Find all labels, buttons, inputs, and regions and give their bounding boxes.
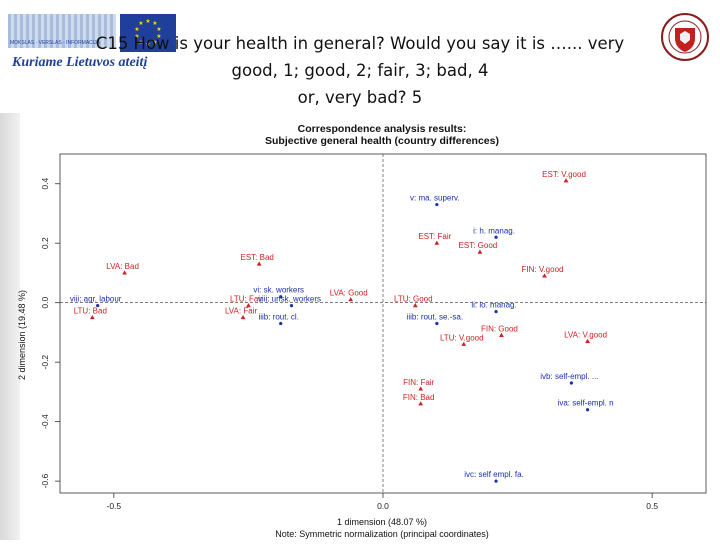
country-point-marker bbox=[89, 314, 95, 320]
y-tick-label: -0.2 bbox=[40, 355, 50, 370]
x-tick-label: 0.0 bbox=[377, 501, 389, 511]
point-label: LTU: Good bbox=[394, 295, 433, 304]
svg-text:★: ★ bbox=[152, 20, 157, 27]
point-label: LVA: Bad bbox=[106, 262, 139, 271]
country-point-marker bbox=[418, 401, 424, 406]
country-point-marker bbox=[563, 178, 569, 183]
point-label: iiib: rout. se.-sa. bbox=[407, 313, 463, 322]
correspondence-chart: Correspondence analysis results: Subject… bbox=[0, 113, 720, 540]
country-point-marker bbox=[542, 273, 547, 278]
occupation-point-marker bbox=[289, 304, 294, 308]
occupation-point-marker bbox=[279, 321, 283, 326]
country-point-marker bbox=[348, 297, 354, 302]
occupation-point-marker bbox=[96, 304, 100, 308]
svg-text:★: ★ bbox=[138, 39, 143, 46]
country-point-marker bbox=[499, 332, 504, 337]
point-label: FIN: Good bbox=[481, 324, 518, 333]
country-point-marker bbox=[256, 261, 262, 266]
image-edge-shadow bbox=[0, 113, 20, 540]
x-axis: -0.5 0.0 0.5 bbox=[107, 493, 658, 511]
svg-text:★: ★ bbox=[134, 26, 139, 33]
x-tick-label: -0.5 bbox=[107, 501, 122, 511]
point-label: LVA: V.good bbox=[564, 330, 607, 339]
point-label: FIN: V.good bbox=[522, 265, 564, 274]
y-axis-label: 2 dimension (19.48 %) bbox=[17, 290, 27, 380]
occupation-point-marker bbox=[569, 381, 574, 385]
country-point-marker bbox=[434, 240, 440, 245]
point-label: EST: Fair bbox=[418, 232, 451, 241]
eu-flag-icon: ★ ★ ★ ★ ★ ★ ★ ★ ★ ★ bbox=[120, 14, 176, 52]
svg-text:★: ★ bbox=[145, 41, 150, 48]
university-crest-icon bbox=[660, 10, 710, 68]
project-logo-caption: MOKSLAS · VERSLAS · INFORMACIJA bbox=[10, 40, 101, 46]
chart-title: Correspondence analysis results: bbox=[298, 123, 467, 135]
point-label: viii: unsk. workers bbox=[258, 295, 321, 304]
point-label: i: h. manag. bbox=[473, 226, 515, 235]
slide-title: C15 How is your health in general? Would… bbox=[40, 30, 680, 111]
y-tick-label: -0.6 bbox=[40, 474, 50, 489]
data-points: EST: V.good v: ma. superv. i: h. manag. EST… bbox=[70, 170, 614, 483]
y-tick-label: 0.4 bbox=[40, 178, 50, 190]
svg-text:★: ★ bbox=[134, 33, 139, 40]
country-point-marker bbox=[246, 303, 251, 308]
country-point-marker bbox=[418, 386, 424, 391]
occupation-point-marker bbox=[435, 202, 439, 207]
zero-reference-lines bbox=[60, 154, 706, 493]
point-label: ii: lo. manag. bbox=[471, 301, 516, 310]
point-label: vi: sk. workers bbox=[253, 286, 304, 295]
point-label: EST: Good bbox=[459, 241, 498, 250]
chart-svg: Correspondence analysis results: Subject… bbox=[17, 123, 707, 539]
chart-subtitle: Subjective general health (country diffe… bbox=[265, 135, 499, 147]
point-label: LTU: Fair bbox=[230, 295, 263, 304]
x-axis-label: 1 dimension (48.07 %) bbox=[337, 517, 427, 527]
occupation-point-marker bbox=[494, 310, 498, 314]
y-tick-label: 0.0 bbox=[40, 297, 50, 309]
occupation-point-marker bbox=[279, 295, 283, 299]
title-line-1: C15 How is your health in general? Would… bbox=[95, 34, 625, 53]
title-line-3: or, very bad? 5 bbox=[297, 88, 423, 107]
country-point-marker bbox=[585, 338, 590, 343]
point-label: FIN: Bad bbox=[403, 393, 435, 402]
project-logo-pattern bbox=[8, 14, 116, 48]
point-label: ivc: self empl. fa. bbox=[464, 470, 524, 479]
y-tick-label: 0.2 bbox=[40, 237, 50, 249]
occupation-point-marker bbox=[435, 321, 439, 326]
country-point-marker bbox=[240, 314, 246, 320]
title-line-2: good, 1; good, 2; fair, 3; bad, 4 bbox=[231, 61, 489, 80]
point-label: LVA: Good bbox=[330, 289, 368, 298]
y-axis: 0.4 0.2 0.0 -0.2 -0.4 -0.6 bbox=[40, 178, 60, 489]
point-label: iiib: rout. cl. bbox=[258, 313, 298, 322]
svg-text:★: ★ bbox=[156, 26, 161, 33]
country-point-marker bbox=[477, 249, 483, 254]
occupation-point-marker bbox=[494, 479, 498, 483]
project-slogan: Kuriame Lietuvos ateitį bbox=[12, 55, 148, 70]
chart-note: Note: Symmetric normalization (principal… bbox=[275, 529, 489, 539]
point-label: v: ma. superv. bbox=[410, 194, 460, 203]
point-label: EST: Bad bbox=[241, 253, 274, 262]
point-label: LTU: Bad bbox=[74, 307, 107, 316]
point-label: FIN: Fair bbox=[403, 378, 434, 387]
point-label: viii: agr. labour bbox=[70, 295, 122, 304]
occupation-point-marker bbox=[494, 235, 498, 239]
point-label: LTU: V.good bbox=[440, 333, 484, 342]
x-tick-label: 0.5 bbox=[646, 501, 658, 511]
svg-text:★: ★ bbox=[152, 39, 157, 46]
point-label: LVA: Fair bbox=[225, 307, 257, 316]
y-tick-label: -0.4 bbox=[40, 414, 50, 429]
occupation-point-marker bbox=[585, 408, 590, 412]
point-label: ivb: self-empl. ... bbox=[540, 372, 598, 381]
svg-text:★: ★ bbox=[145, 18, 150, 25]
country-point-marker bbox=[461, 341, 467, 346]
svg-text:★: ★ bbox=[156, 33, 161, 40]
point-label: iva: self-empl. n bbox=[558, 399, 614, 408]
point-label: EST: V.good bbox=[542, 170, 586, 179]
svg-text:★: ★ bbox=[138, 20, 143, 27]
country-point-marker bbox=[122, 270, 127, 275]
country-point-marker bbox=[412, 303, 418, 308]
